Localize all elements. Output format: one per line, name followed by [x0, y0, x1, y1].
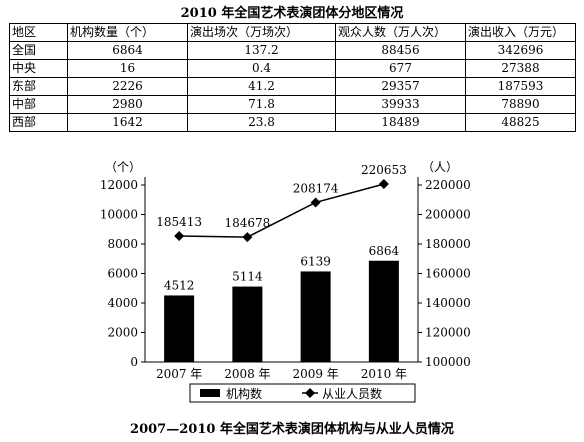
x-tick-label: 2007 年 — [156, 367, 202, 381]
bar — [300, 271, 331, 362]
cell-region: 全国 — [9, 41, 68, 60]
left-tick-label: 12000 — [100, 178, 138, 192]
cell-institutions: 2226 — [67, 77, 188, 96]
bar — [232, 286, 263, 362]
cell-institutions: 2980 — [67, 95, 188, 114]
cell-institutions: 6864 — [67, 41, 188, 60]
cell-audience: 88456 — [335, 41, 466, 60]
line-marker — [174, 231, 185, 242]
table-row: 西部 1642 23.8 18489 48825 — [9, 113, 576, 132]
cell-revenue: 78890 — [465, 95, 576, 114]
cell-institutions: 16 — [67, 59, 188, 78]
legend-bar-label: 机构数 — [226, 386, 262, 401]
staff-line — [179, 183, 385, 238]
line-marker — [242, 232, 253, 243]
table-row: 全国 6864 137.2 88456 342696 — [9, 41, 576, 60]
right-tick-label: 100000 — [425, 355, 471, 369]
bar-value-label: 6139 — [300, 254, 331, 268]
cell-revenue: 342696 — [465, 41, 576, 60]
cell-revenue: 187593 — [465, 77, 576, 96]
cell-region: 东部 — [9, 77, 68, 96]
right-tick-label: 180000 — [425, 237, 471, 251]
x-tick-label: 2010 年 — [361, 367, 407, 381]
cell-performances: 41.2 — [187, 77, 336, 96]
x-tick-label: 2008 年 — [224, 367, 270, 381]
bar — [368, 260, 399, 362]
legend-box — [189, 383, 416, 403]
header-performances: 演出场次（万场次） — [187, 23, 336, 42]
bar-value-label: 6864 — [369, 244, 400, 258]
table-title: 2010 年全国艺术表演团体分地区情况 — [180, 6, 404, 21]
left-tick-label: 4000 — [107, 296, 138, 310]
region-stats-table: 地区 机构数量（个） 演出场次（万场次） 观众人数（万人次） 演出收入（万元） … — [9, 23, 576, 132]
right-tick-label: 140000 — [425, 296, 471, 310]
cell-performances: 0.4 — [187, 59, 336, 78]
left-tick-label: 8000 — [107, 237, 138, 251]
cell-institutions: 1642 — [67, 113, 188, 132]
cell-audience: 677 — [335, 59, 466, 78]
line-value-label: 184678 — [224, 216, 270, 230]
line-value-label: 220653 — [361, 163, 407, 177]
cell-region: 中部 — [9, 95, 68, 114]
table-row: 中部 2980 71.8 39933 78890 — [9, 95, 576, 114]
right-tick-label: 200000 — [425, 208, 471, 222]
cell-audience: 18489 — [335, 113, 466, 132]
bar-value-label: 5114 — [232, 270, 263, 284]
left-tick-label: 10000 — [100, 208, 138, 222]
table-row: 东部 2226 41.2 29357 187593 — [9, 77, 576, 96]
left-axis-unit: （个） — [105, 160, 141, 174]
legend-bar-swatch — [200, 389, 220, 397]
table-header-row: 地区 机构数量（个） 演出场次（万场次） 观众人数（万人次） 演出收入（万元） — [9, 23, 576, 42]
right-tick-label: 120000 — [425, 326, 471, 340]
cell-region: 中央 — [9, 59, 68, 78]
cell-revenue: 48825 — [465, 113, 576, 132]
left-tick-label: 0 — [130, 355, 138, 369]
line-marker — [310, 197, 321, 208]
legend-line-marker — [305, 388, 315, 398]
line-marker — [378, 179, 389, 190]
header-region: 地区 — [9, 23, 68, 42]
chart-title: 2007—2010 年全国艺术表演团体机构与从业人员情况 — [130, 422, 454, 437]
cell-region: 西部 — [9, 113, 68, 132]
header-audience: 观众人数（万人次） — [335, 23, 466, 42]
left-tick-label: 2000 — [107, 326, 138, 340]
line-value-label: 208174 — [293, 181, 339, 195]
header-revenue: 演出收入（万元） — [465, 23, 576, 42]
right-tick-label: 160000 — [425, 267, 471, 281]
header-institutions: 机构数量（个） — [67, 23, 188, 42]
line-value-label: 185413 — [156, 215, 202, 229]
bar-value-label: 4512 — [164, 278, 195, 292]
right-tick-label: 220000 — [425, 178, 471, 192]
institutions-staff-chart: 0 2000 4000 6000 8000 10000 12000 100000 120000 1… — [100, 160, 471, 403]
bar — [164, 295, 195, 362]
legend-line-label: 从业人员数 — [322, 386, 382, 401]
table-row: 中央 16 0.4 677 27388 — [9, 59, 576, 78]
cell-performances: 23.8 — [187, 113, 336, 132]
cell-revenue: 27388 — [465, 59, 576, 78]
cell-performances: 137.2 — [187, 41, 336, 60]
right-axis-unit: （人） — [422, 160, 458, 174]
left-tick-label: 6000 — [107, 267, 138, 281]
x-tick-label: 2009 年 — [292, 367, 338, 381]
cell-performances: 71.8 — [187, 95, 336, 114]
cell-audience: 29357 — [335, 77, 466, 96]
cell-audience: 39933 — [335, 95, 466, 114]
